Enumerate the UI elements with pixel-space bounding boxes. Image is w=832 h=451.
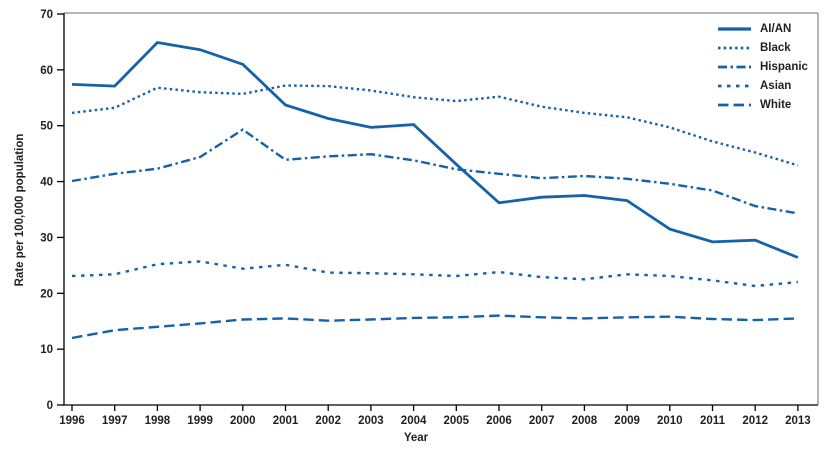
y-tick-label: 0 [47, 400, 53, 412]
x-tick-label: 1998 [145, 415, 171, 427]
x-tick-label: 1997 [102, 415, 128, 427]
legend: AI/AN Black Hispanic Asian White [716, 22, 808, 113]
legend-line-sample [718, 46, 751, 50]
x-tick-label: 2011 [700, 415, 726, 427]
x-tick-label: 2008 [572, 415, 598, 427]
legend-item-ai-an: AI/AN [716, 22, 808, 37]
legend-line-sample [718, 65, 751, 69]
x-tick-label: 2004 [401, 415, 427, 427]
y-tick-label: 40 [40, 177, 53, 189]
x-axis-title: Year [403, 432, 429, 444]
y-tick-label: 60 [40, 65, 53, 77]
legend-item-black: Black [716, 41, 808, 56]
legend-label: Hispanic [760, 61, 808, 74]
series-line-hispanic [71, 128, 799, 215]
legend-item-white: White [716, 98, 808, 113]
y-tick-label: 30 [40, 232, 53, 244]
legend-line-sample [718, 103, 751, 107]
x-tick-label: 2009 [614, 415, 640, 427]
x-tick-label: 1999 [187, 415, 213, 427]
y-tick-label: 10 [40, 344, 53, 356]
legend-line-sample [718, 27, 751, 31]
legend-label: White [760, 99, 792, 112]
x-tick-label: 2010 [657, 415, 683, 427]
y-tick-label: 20 [40, 288, 53, 300]
x-tick-label: 2012 [742, 415, 768, 427]
series-line-black [71, 84, 799, 167]
x-tick-label: 2001 [273, 415, 299, 427]
x-tick-label: 2007 [529, 415, 555, 427]
x-tick-label: 2003 [358, 415, 384, 427]
x-tick-label: 2006 [486, 415, 512, 427]
legend-item-hispanic: Hispanic [716, 60, 808, 75]
series-line-ai-an [71, 40, 799, 259]
x-tick-label: 2002 [315, 415, 341, 427]
x-tick-label: 2013 [785, 415, 811, 427]
x-tick-label: 1996 [59, 415, 85, 427]
x-tick-label: 2000 [230, 415, 256, 427]
legend-line-sample [718, 84, 751, 88]
y-axis-title: Rate per 100,000 population [14, 133, 26, 287]
y-tick-label: 70 [40, 9, 53, 21]
legend-label: Asian [760, 80, 792, 93]
legend-label: AI/AN [760, 23, 792, 36]
series-line-asian [71, 260, 799, 288]
legend-label: Black [760, 42, 791, 55]
y-tick-label: 50 [40, 121, 53, 133]
x-tick-label: 2005 [444, 415, 470, 427]
series-line-white [71, 314, 798, 340]
legend-item-asian: Asian [716, 79, 808, 94]
